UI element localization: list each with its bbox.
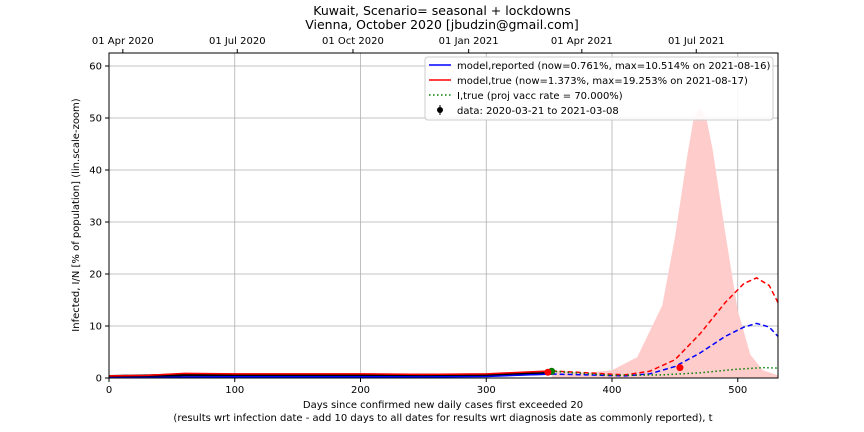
top-date-axis: 01 Apr 2020 01 Jul 2020 01 Oct 2020 01 Jan … bbox=[92, 36, 725, 53]
series-model-true-fit bbox=[108, 370, 552, 377]
series-model-true-projection bbox=[551, 277, 779, 376]
y-tick-label-3: 30 bbox=[89, 218, 102, 229]
series-i-true-vacc bbox=[551, 366, 779, 377]
legend-label-true: model,true (now=1.373%, max=19.253% on 2… bbox=[457, 76, 748, 87]
legend-swatch-data bbox=[437, 107, 443, 113]
chart-subtitle: Vienna, October 2020 [jbudzin@gmail.com] bbox=[305, 17, 579, 32]
legend-label-vacc: I,true (proj vacc rate = 70.000%) bbox=[457, 91, 623, 102]
x-axis-label: Days since confirmed new daily cases fir… bbox=[303, 400, 583, 411]
top-tick-label-0: 01 Apr 2020 bbox=[92, 36, 154, 47]
legend-label-data: data: 2020-03-21 to 2021-03-08 bbox=[457, 106, 619, 117]
chart-title: Kuwait, Scenario= seasonal + lockdowns bbox=[313, 3, 570, 18]
legend: model,reported (now=0.761%, max=10.514% … bbox=[424, 56, 774, 121]
legend-label-reported: model,reported (now=0.761%, max=10.514% … bbox=[457, 61, 771, 72]
x-tick-label-3: 300 bbox=[477, 385, 496, 396]
series-layer bbox=[108, 277, 779, 379]
series-model-reported-fit bbox=[108, 373, 552, 379]
top-tick-label-4: 01 Apr 2021 bbox=[551, 36, 613, 47]
band-layer bbox=[551, 107, 778, 378]
top-tick-label-1: 01 Jul 2020 bbox=[209, 36, 266, 47]
marker-1 bbox=[544, 368, 552, 376]
marker-2 bbox=[676, 364, 684, 372]
x-tick-label-1: 100 bbox=[225, 385, 244, 396]
y-tick-label-5: 50 bbox=[89, 114, 102, 125]
x-tick-label-2: 200 bbox=[351, 385, 370, 396]
y-tick-label-4: 40 bbox=[89, 166, 102, 177]
x-axis-label-2: (results wrt infection date - add 10 day… bbox=[173, 413, 712, 424]
x-tick-label-4: 400 bbox=[602, 385, 621, 396]
series-uncertainty-band bbox=[551, 107, 778, 378]
y-tick-label-1: 10 bbox=[89, 322, 102, 333]
plot-frame bbox=[108, 52, 779, 379]
x-tick-label-5: 500 bbox=[728, 385, 747, 396]
top-tick-label-3: 01 Jan 2021 bbox=[439, 36, 499, 47]
legend-box bbox=[424, 56, 774, 121]
y-axis: 0 10 20 30 40 50 60 bbox=[89, 62, 109, 385]
marker-layer bbox=[544, 364, 684, 376]
y-tick-label-2: 20 bbox=[89, 270, 102, 281]
series-data bbox=[108, 371, 552, 378]
y-tick-label-0: 0 bbox=[96, 374, 102, 385]
y-axis-label: Infected, I/N [% of population] (lin.sca… bbox=[71, 98, 82, 331]
top-tick-label-5: 01 Jul 2021 bbox=[668, 36, 725, 47]
top-tick-label-2: 01 Oct 2020 bbox=[322, 36, 384, 47]
y-tick-label-6: 60 bbox=[89, 62, 102, 73]
x-axis: 0 100 200 300 400 500 bbox=[106, 378, 747, 396]
x-tick-label-0: 0 bbox=[106, 385, 112, 396]
